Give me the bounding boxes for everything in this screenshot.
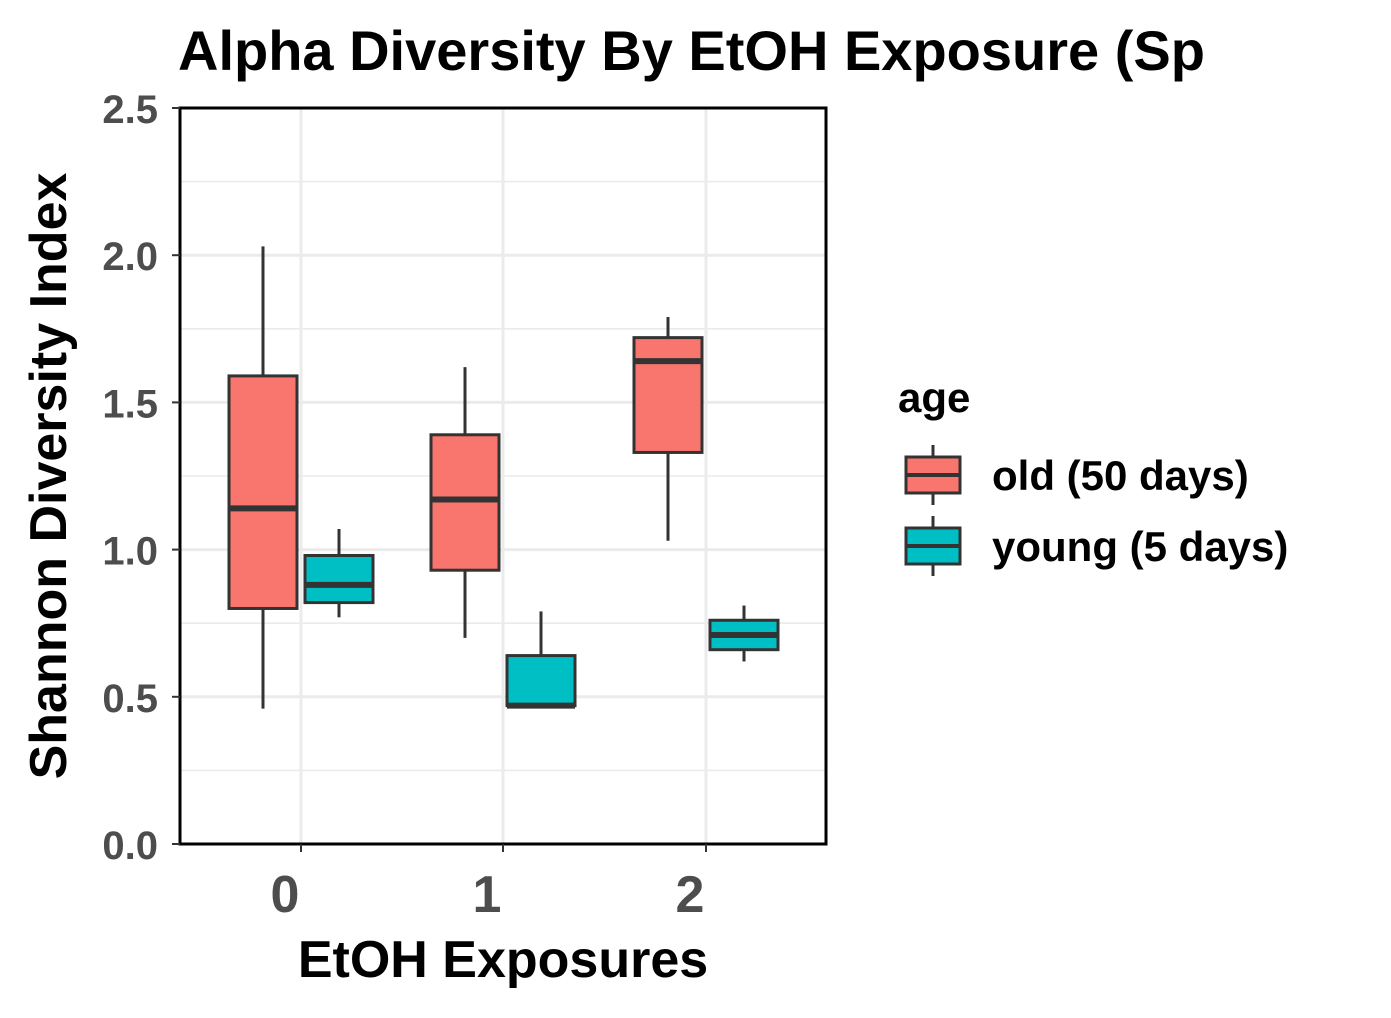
y-axis-title: Shannon Diversity Index [20,173,78,780]
y-tick-label: 0.0 [102,824,158,868]
y-axis-ticks: 0.0 0.5 1.0 1.5 2.0 2.5 [102,88,180,868]
box-body [505,654,577,708]
box-layer [227,246,780,709]
box-old-0 [227,246,299,709]
legend-title: age [898,374,970,421]
legend-item: old (50 days) [904,445,1249,505]
legend: age old (50 days) young (5 days) [898,374,1288,576]
box-body [303,553,375,605]
box-body [632,336,704,454]
legend-label: old (50 days) [992,452,1249,499]
box-young-1 [505,611,577,709]
y-tick-label: 0.5 [102,677,158,721]
legend-label: young (5 days) [992,523,1288,570]
box-old-1 [429,367,501,638]
legend-item: young (5 days) [904,516,1288,576]
box-young-0 [303,528,375,618]
y-tick-label: 1.0 [102,530,158,574]
y-tick-label: 2.0 [102,235,158,279]
x-tick-label: 1 [473,866,502,924]
box-old-2 [632,317,704,541]
y-tick-label: 1.5 [102,382,158,426]
chart-title: Alpha Diversity By EtOH Exposure (Sp [178,19,1205,82]
box-young-2 [708,605,780,662]
x-tick-label: 0 [271,866,300,924]
x-axis-ticks: 0 1 2 [271,844,707,924]
x-tick-label: 2 [676,866,705,924]
y-tick-label: 2.5 [102,88,158,132]
legend-keys: old (50 days) young (5 days) [904,445,1288,576]
box-body [227,374,299,610]
x-axis-title: EtOH Exposures [298,931,708,989]
